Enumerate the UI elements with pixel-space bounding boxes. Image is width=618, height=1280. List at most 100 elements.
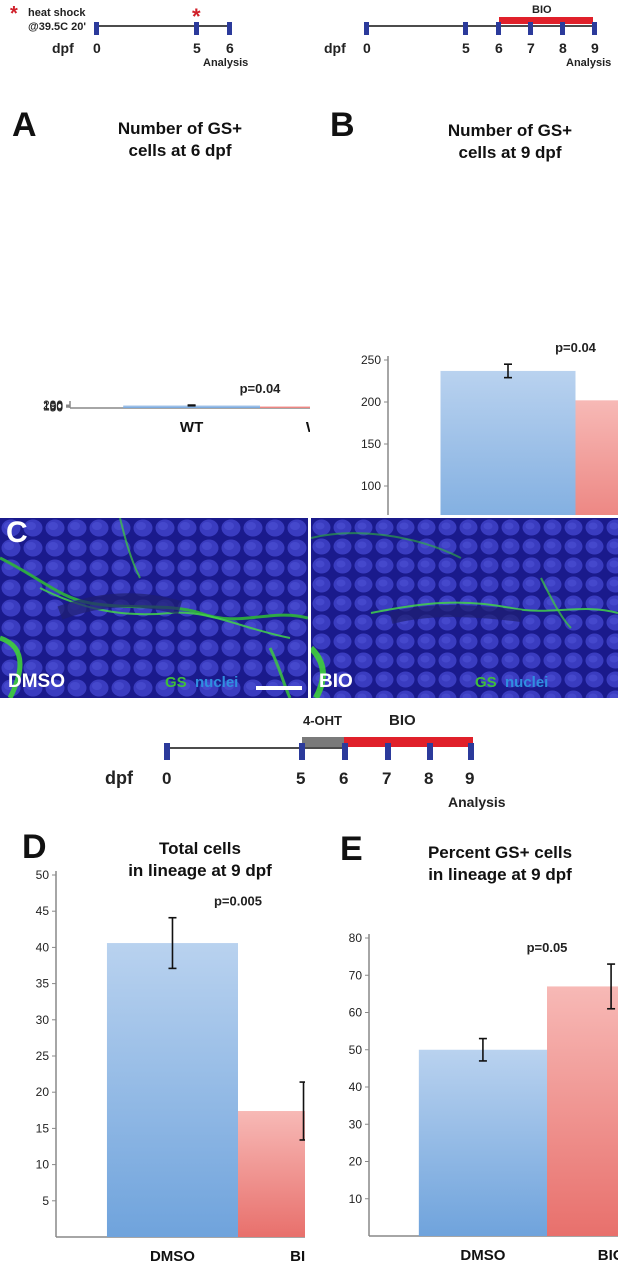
y-tick-label: 200 [361, 395, 381, 409]
category-label-dmso: DMSO [460, 1247, 505, 1264]
chart-d: 5 10 15 20 25 30 35 40 45 50 DMSO BIO p=0.005 [36, 868, 305, 1265]
chart-d-title: Total cells in lineage at 9 dpf [80, 838, 320, 882]
pretreatment-label: 4-OHT [303, 713, 342, 728]
timeline-bio-9dpf: BIO dpf 0 5 6 7 8 9 Analysis [324, 4, 611, 69]
bar-dmso [106, 943, 239, 1237]
panel-letter-c: C [6, 516, 28, 549]
bio-treatment-bar [344, 737, 473, 747]
chart-b-title-line-1: Number of GS+ [447, 121, 573, 140]
chart-a-title-line-1: Number of GS+ [117, 119, 243, 138]
tick-label-0: 0 [162, 769, 171, 788]
y-tick-label: 80 [349, 931, 363, 945]
category-label-bio: BIO [290, 1248, 305, 1265]
timeline-4oht-bio: 4-OHT BIO dpf 0 5 6 7 8 9 Analysis [105, 712, 506, 810]
pretreatment-bar [302, 737, 344, 747]
timeline-tick-0 [94, 22, 99, 35]
chart-d-title-line-1: Total cells [159, 839, 241, 858]
analysis-label: Analysis [566, 57, 611, 69]
y-tick-label: 70 [349, 968, 363, 982]
tick-label-8: 8 [424, 769, 433, 788]
y-tick-label: 100 [361, 479, 381, 493]
y-tick-label: 15 [36, 1121, 50, 1135]
heat-shock-label: heat shock [28, 7, 86, 19]
micrograph-bio-image [311, 518, 618, 698]
timeline-tick-0 [364, 22, 369, 35]
panel-letter-e: E [340, 830, 363, 868]
chart-b-title: Number of GS+ cells at 9 dpf [390, 120, 618, 164]
tick-label-5: 5 [193, 40, 201, 56]
tick-label-7: 7 [527, 40, 535, 56]
timeline-tick-5 [194, 22, 199, 35]
timeline-heat-shock: * heat shock @39.5C 20' * dpf 0 5 6 Anal… [10, 3, 248, 69]
analysis-label: Analysis [448, 794, 506, 810]
timeline-tick-7 [528, 22, 533, 35]
y-tick-label: 35 [36, 977, 50, 991]
y-tick-label: 45 [36, 904, 50, 918]
panel-letter-b: B [330, 106, 355, 144]
y-tick-label: 50 [349, 1043, 363, 1057]
micrograph-bio-nuclei-label: nuclei [505, 674, 549, 691]
bio-treatment-label: BIO [532, 4, 552, 16]
micrograph-bio-gs-label: GS [475, 674, 497, 691]
heat-shock-star-marker-icon: * [192, 4, 201, 29]
category-label-wnt8a: Wnt8a [306, 419, 310, 436]
y-tick-label: 30 [349, 1117, 363, 1131]
y-tick-label: 25 [36, 1049, 50, 1063]
timeline-tick-5 [463, 22, 468, 35]
dpf-label: dpf [105, 768, 134, 788]
heat-shock-detail: @39.5C 20' [28, 21, 86, 33]
dpf-label: dpf [52, 40, 74, 56]
tick-label-0: 0 [93, 40, 101, 56]
bar-bio [575, 400, 618, 515]
y-tick-label: 250 [361, 353, 381, 367]
y-tick-label: 40 [36, 940, 50, 954]
tick-label-7: 7 [382, 769, 391, 788]
dpf-label: dpf [324, 40, 346, 56]
y-tick-label: 50 [36, 868, 50, 882]
heat-shock-star-icon: * [10, 3, 18, 25]
tick-label-0: 0 [363, 40, 371, 56]
scale-bar [256, 686, 302, 690]
bar-dmso [418, 1049, 547, 1236]
chart-e-title-line-1: Percent GS+ cells [427, 843, 573, 862]
timeline-tick-9 [592, 22, 597, 35]
y-tick-label: 200 [43, 398, 63, 412]
micrograph-bio: BIO GS nuclei [311, 518, 618, 698]
bar-bio [547, 986, 618, 1236]
tick-label-5: 5 [296, 769, 305, 788]
timeline-tick-8 [427, 743, 433, 760]
tick-label-6: 6 [495, 40, 503, 56]
bio-treatment-bar [499, 17, 593, 24]
y-tick-label: 60 [349, 1006, 363, 1020]
panel-letter-d: D [22, 828, 47, 866]
category-label-dmso: DMSO [150, 1248, 195, 1265]
tick-label-9: 9 [591, 40, 599, 56]
tick-label-6: 6 [226, 40, 234, 56]
y-tick-label: 20 [349, 1155, 363, 1169]
timeline-tick-9 [468, 743, 474, 760]
p-value-annotation: p=0.005 [214, 894, 262, 909]
chart-b-title-line-2: cells at 9 dpf [458, 143, 562, 162]
timeline-tick-6 [496, 22, 501, 35]
micrograph-dmso: DMSO GS nuclei [0, 518, 308, 698]
analysis-label: Analysis [203, 57, 248, 69]
y-tick-label: 50 [50, 400, 64, 414]
category-label-bio: BIO [598, 1247, 618, 1264]
y-tick-label: 10 [36, 1158, 50, 1172]
y-tick-label: 5 [42, 1194, 49, 1208]
tick-label-9: 9 [465, 769, 474, 788]
bar-bio [238, 1111, 305, 1237]
p-value-annotation: p=0.04 [555, 340, 597, 355]
micrograph-dmso-image [0, 518, 308, 698]
timeline-tick-6 [342, 743, 348, 760]
chart-e: 10 20 30 40 50 60 70 80 DMSO BIO p=0.05 [349, 931, 618, 1264]
y-tick-label: 40 [349, 1080, 363, 1094]
chart-e-title: Percent GS+ cells in lineage at 9 dpf [390, 842, 610, 886]
bar-wt [123, 405, 260, 408]
y-tick-label: 150 [43, 399, 63, 413]
timeline-tick-0 [164, 743, 170, 760]
micrograph-dmso-label: DMSO [8, 671, 65, 692]
chart-d-title-line-2: in lineage at 9 dpf [128, 861, 272, 880]
timeline-tick-7 [385, 743, 391, 760]
